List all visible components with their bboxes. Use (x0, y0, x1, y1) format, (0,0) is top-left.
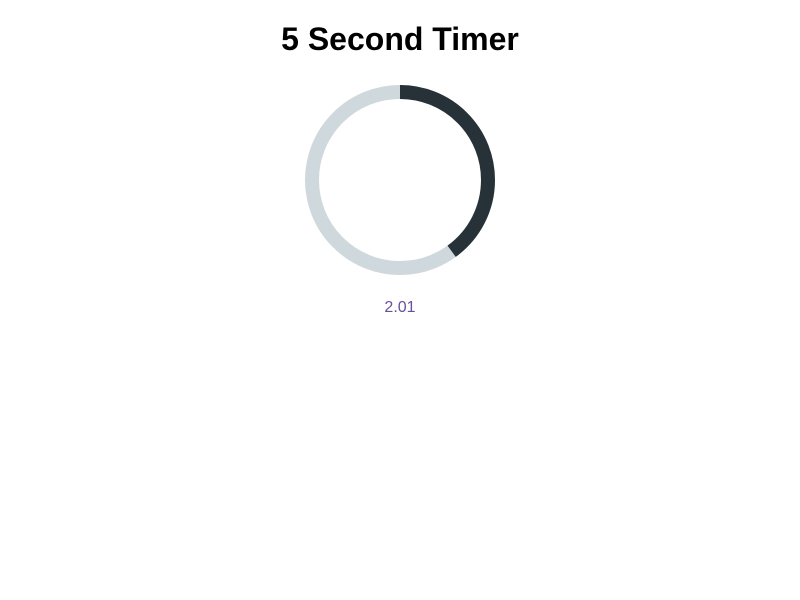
timer-ring-svg (305, 85, 495, 275)
timer-ring-progress (305, 85, 495, 275)
timer-ring (305, 85, 495, 275)
page-title: 5 Second Timer (281, 21, 519, 57)
timer-readout: 2.01 (384, 299, 416, 316)
